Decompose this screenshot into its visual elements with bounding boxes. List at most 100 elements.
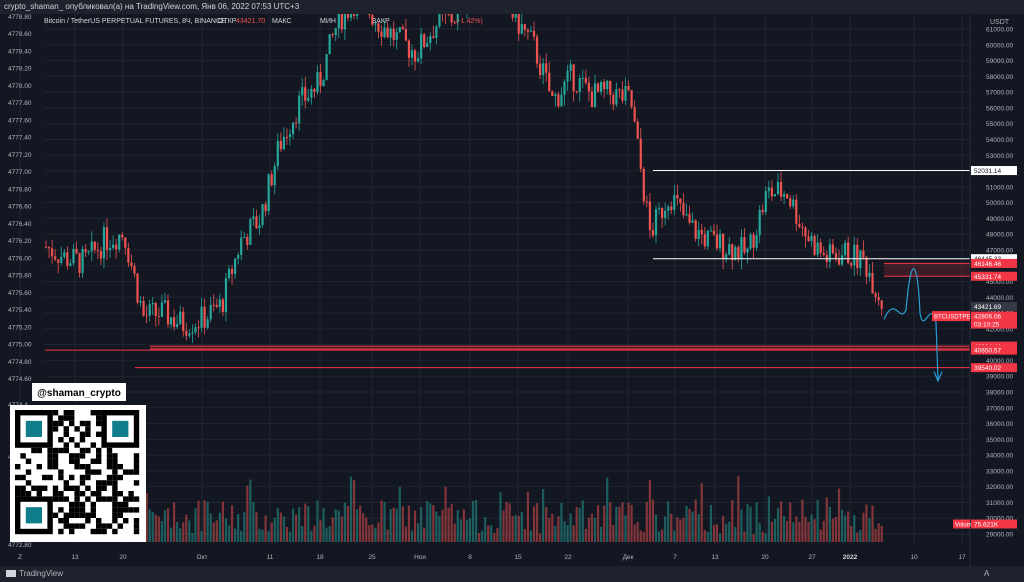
candle-body — [526, 29, 529, 32]
volume-bar — [356, 509, 359, 542]
volume-bar — [499, 492, 502, 542]
qr-module — [112, 464, 118, 470]
candle-body — [304, 87, 307, 101]
price-chart[interactable]: Bitcoin / TetherUS PERPETUAL FUTURES, 8Ч… — [0, 14, 1024, 566]
volume-bar — [386, 529, 389, 542]
candle-body — [648, 201, 651, 230]
level-label-bg — [971, 271, 1017, 281]
candle-body — [291, 122, 295, 135]
candle-body — [267, 174, 270, 212]
volume-bar — [237, 514, 240, 542]
volume-bar — [822, 520, 825, 542]
volume-bar — [325, 527, 328, 542]
left-tick-label: 4777.40 — [8, 135, 32, 142]
candle-body — [548, 72, 551, 92]
open-value: 43421.70 — [236, 18, 265, 25]
qr-module — [85, 447, 91, 454]
volume-bar — [240, 530, 243, 542]
candle-body — [737, 247, 740, 260]
qr-module — [112, 501, 118, 508]
volume-bar — [816, 499, 819, 542]
qr-module — [117, 474, 123, 481]
candle-body — [240, 237, 243, 255]
qr-module — [90, 507, 96, 513]
volume-bar — [700, 483, 703, 542]
candle-body — [179, 311, 182, 325]
countdown-label: 03:10:25 — [974, 322, 1000, 329]
candle-body — [346, 14, 350, 18]
volume-bar — [880, 525, 883, 542]
tradingview-logo[interactable]: TradingView — [6, 566, 63, 582]
qr-module — [58, 496, 64, 502]
candle-body — [834, 253, 838, 259]
volume-bar — [737, 476, 740, 542]
volume-bar — [322, 507, 325, 542]
candle-body — [654, 209, 658, 236]
qr-module — [101, 496, 107, 502]
qr-module — [63, 447, 69, 454]
candle-body — [215, 304, 218, 307]
volume-bar — [435, 511, 438, 542]
volume-bar — [362, 513, 365, 542]
candle-body — [850, 263, 853, 266]
candle-body — [212, 304, 215, 306]
volume-bar — [722, 515, 725, 542]
level-label: 45331.74 — [974, 274, 1001, 281]
volume-bar — [853, 515, 856, 542]
level-lines[interactable] — [45, 170, 970, 369]
forecast-path[interactable] — [883, 268, 939, 380]
volume-bar — [786, 520, 789, 542]
volume-bar — [349, 476, 353, 542]
right-tick-label: 56000.00 — [986, 105, 1013, 112]
qr-module — [117, 501, 123, 508]
candle-body — [511, 14, 514, 18]
volume-value: 75.621K — [974, 522, 999, 529]
volume-bar — [151, 511, 154, 542]
volume-bar — [316, 500, 319, 542]
forecast-drawing[interactable] — [883, 268, 943, 383]
candle-body — [108, 248, 112, 251]
expand-glyph[interactable]: A — [984, 569, 990, 578]
volume-bar — [825, 497, 828, 542]
qr-module — [15, 485, 21, 491]
candle-body — [566, 70, 569, 82]
level-label-bg — [971, 254, 1017, 264]
candle-body — [786, 194, 789, 199]
volume-bar — [877, 523, 880, 542]
candle-body — [542, 63, 545, 76]
candle-body — [84, 249, 87, 253]
candle-body — [99, 250, 102, 259]
candle-body — [639, 138, 642, 169]
right-tick-label: 29000.00 — [986, 532, 1013, 539]
right-tick-label: 30000.00 — [986, 516, 1013, 523]
qr-finder — [112, 420, 129, 437]
right-tick-label: 33000.00 — [986, 468, 1013, 475]
qr-module — [58, 447, 64, 454]
volume-bar — [447, 507, 450, 542]
volume-bar — [770, 521, 773, 542]
left-tick-label: 4778.20 — [8, 66, 32, 73]
volume-bar — [630, 505, 633, 542]
candle-body — [102, 227, 106, 259]
volume-bar — [273, 517, 276, 542]
candle-body — [163, 300, 167, 303]
qr-module — [20, 485, 26, 491]
candle-body — [792, 199, 795, 207]
qr-module — [85, 512, 91, 518]
qr-module — [133, 518, 140, 524]
volume-bar — [572, 525, 575, 542]
change-text: (-1.42%) — [456, 18, 483, 25]
volume-bar — [779, 501, 783, 542]
candle-body — [633, 107, 636, 122]
candle-body — [868, 272, 871, 277]
candle-body — [697, 229, 700, 239]
volume-bar — [203, 500, 206, 542]
volume-bar — [856, 532, 859, 542]
currency-label: USDT — [990, 19, 1010, 26]
volume-bar — [529, 530, 533, 542]
qr-module — [96, 485, 102, 491]
qr-module — [123, 507, 129, 513]
handle-text: @shaman_crypto — [37, 388, 121, 399]
volume-bar — [581, 500, 584, 542]
candles[interactable] — [44, 14, 883, 344]
